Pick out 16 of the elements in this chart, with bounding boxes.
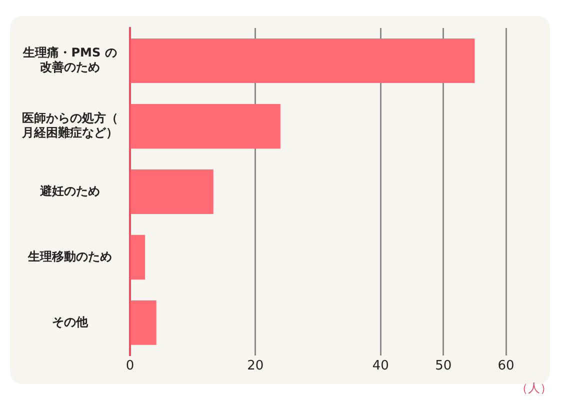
- bar: [130, 300, 156, 345]
- bar: [130, 169, 214, 214]
- x-tick-label: 0: [126, 358, 134, 374]
- y-tick-label: 生理痛・PMS の改善のため: [22, 46, 117, 74]
- x-tick-label: 50: [435, 358, 452, 374]
- bar: [130, 104, 280, 148]
- x-tick-label: 20: [247, 358, 264, 374]
- x-tick-label: 60: [498, 358, 514, 374]
- x-axis-title: （人）: [516, 381, 552, 396]
- bar: [130, 38, 475, 84]
- x-tick-label: 40: [372, 358, 389, 374]
- y-tick-label: その他: [52, 314, 89, 329]
- y-tick-label: 医師からの処方（月経困難症など）: [21, 111, 118, 140]
- bar: [130, 234, 146, 280]
- y-tick-label: 避妊のため: [39, 184, 100, 198]
- y-tick-label: 生理移動のため: [27, 249, 112, 264]
